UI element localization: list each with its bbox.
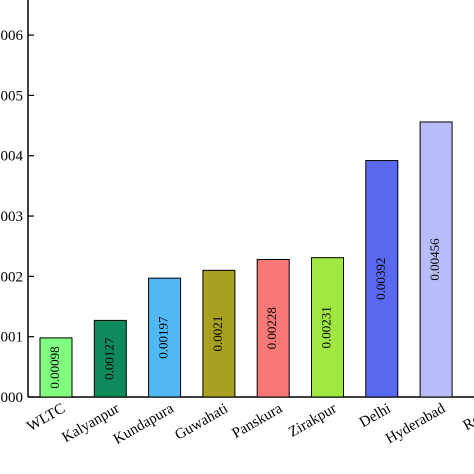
- bar: [311, 257, 344, 398]
- y-tick-label: 0.004: [0, 149, 24, 165]
- x-tick-label: Hyderabad: [383, 400, 448, 447]
- value-label: 0.00392: [373, 258, 388, 300]
- bar: [256, 258, 290, 398]
- value-label: 0.00228: [264, 307, 279, 349]
- x-tick-label: WLTC: [24, 401, 68, 435]
- value-label: 0.00127: [101, 337, 116, 380]
- x-tick-label: Renuk: [460, 400, 474, 434]
- bar: [148, 277, 182, 398]
- x-tick-label: Kundapura: [111, 400, 177, 447]
- value-label: 0.00231: [318, 306, 333, 348]
- x-tick-label: Delhi: [357, 401, 394, 432]
- bar: [419, 121, 453, 398]
- x-tick-label: Zirakpur: [286, 401, 339, 441]
- y-tick-label: 0.002: [0, 269, 23, 285]
- value-label: 0.0021: [210, 316, 225, 352]
- value-label: 0.00098: [47, 346, 62, 388]
- y-tick-label: 0.006: [0, 28, 24, 44]
- bar: [93, 319, 127, 398]
- y-tick-label: 0.000: [0, 390, 23, 406]
- y-tick-label: 0.005: [0, 88, 23, 104]
- x-tick-label: Guwahati: [172, 401, 231, 444]
- bar: [202, 269, 236, 398]
- bar: [39, 337, 73, 398]
- bar: [365, 160, 399, 398]
- y-tick-label: 0.001: [0, 330, 23, 346]
- y-tick-label: 0.003: [0, 209, 23, 225]
- value-label: 0.00197: [156, 316, 171, 359]
- x-tick-label: Panskura: [230, 400, 286, 442]
- value-label: 0.00456: [427, 238, 442, 281]
